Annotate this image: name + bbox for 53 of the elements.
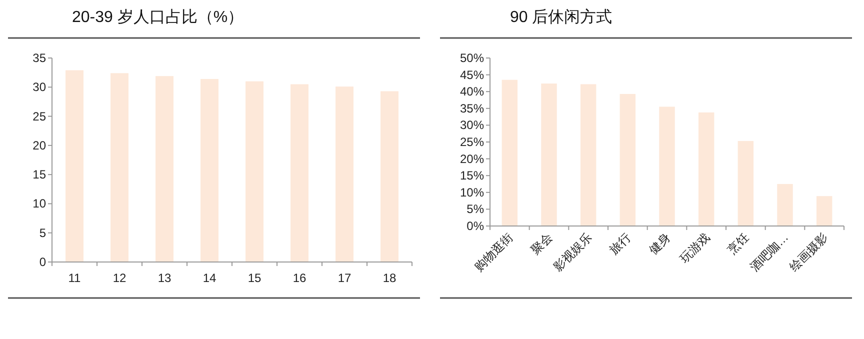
x-tick-label: 旅行 [606, 230, 634, 258]
bar [580, 84, 596, 226]
bar [200, 78, 218, 262]
bar [816, 196, 832, 226]
y-tick-label: 20 [32, 138, 46, 152]
y-tick-label: 50% [460, 51, 484, 65]
y-tick-label: 30 [32, 80, 46, 94]
bar [698, 112, 714, 226]
y-tick-label: 15 [32, 168, 46, 182]
bar [541, 84, 557, 226]
x-tick-label: 绘画摄影 [786, 230, 830, 274]
bar [738, 140, 754, 226]
x-tick-label: 12 [112, 271, 126, 285]
x-tick-label: 14 [202, 271, 216, 285]
x-tick-label: 玩游戏 [677, 230, 712, 266]
y-tick-label: 5 [39, 226, 46, 240]
bar [110, 73, 128, 262]
y-tick-label: 35 [32, 51, 46, 65]
y-tick-label: 45% [460, 68, 484, 82]
x-tick-label: 健身 [646, 230, 674, 258]
bar [380, 91, 398, 262]
y-tick-label: 5% [466, 202, 484, 216]
y-tick-label: 15% [460, 168, 484, 183]
x-tick-label: 烹饪 [724, 230, 752, 258]
bar [66, 70, 84, 262]
x-tick-label: 15 [248, 271, 262, 285]
chart-title: 20-39 岁人口占比（%） [72, 8, 244, 26]
bar [290, 84, 308, 262]
y-tick-label: 25 [32, 109, 46, 124]
x-tick-label: 购物逛街 [472, 230, 516, 274]
x-tick-label: 18 [382, 271, 396, 285]
x-tick-label: 16 [292, 271, 306, 285]
y-tick-label: 20% [460, 152, 484, 166]
y-tick-label: 25% [460, 135, 484, 149]
chart-title: 90 后休闲方式 [510, 8, 612, 26]
y-tick-label: 0 [39, 255, 46, 269]
bar [659, 106, 675, 226]
y-tick-label: 10% [460, 185, 484, 200]
x-tick-label: 17 [338, 271, 352, 285]
x-tick-label: 13 [158, 271, 172, 285]
bar [246, 81, 264, 262]
bar [620, 94, 636, 226]
bar [336, 86, 354, 262]
y-tick-label: 0% [466, 219, 484, 233]
y-tick-label: 10 [32, 196, 46, 211]
x-tick-label: 11 [68, 271, 82, 285]
bar [156, 76, 174, 262]
y-tick-label: 35% [460, 101, 484, 116]
y-tick-label: 40% [460, 84, 484, 99]
bar [777, 184, 793, 226]
y-tick-label: 30% [460, 118, 484, 132]
x-tick-label: 聚会 [528, 230, 556, 258]
bar [502, 80, 518, 226]
